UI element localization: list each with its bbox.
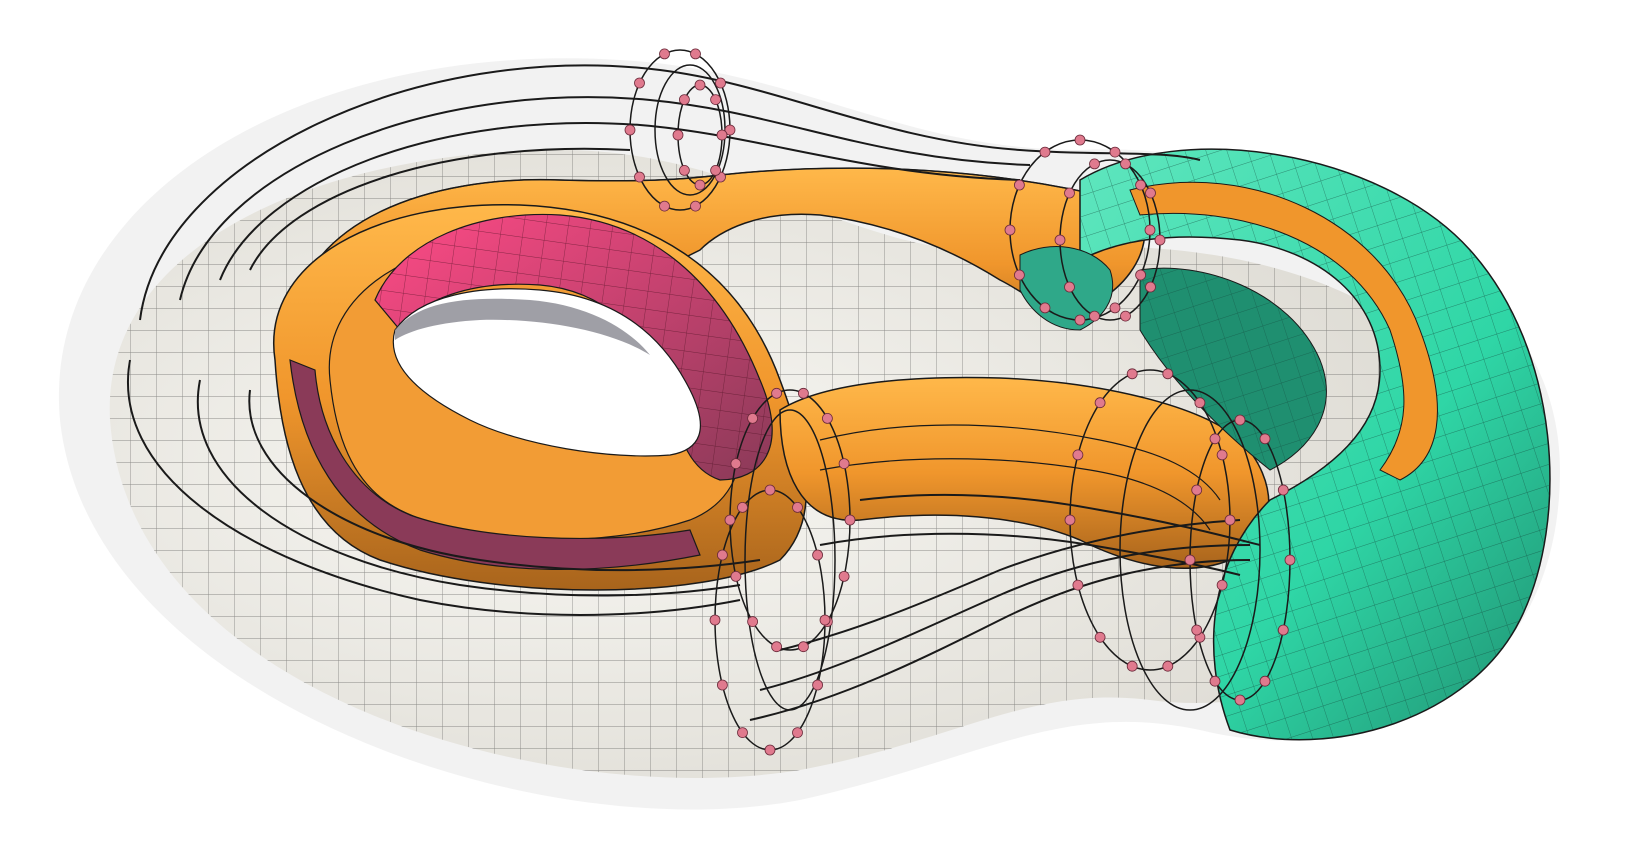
vertex-node — [1277, 484, 1289, 496]
vertex-node — [771, 641, 782, 653]
vertex-node — [679, 164, 690, 176]
vertex-node — [792, 501, 803, 513]
vertex-node — [716, 129, 728, 141]
vertex-node — [717, 679, 728, 691]
vertex-node — [737, 727, 748, 738]
vertex-node — [1154, 234, 1166, 246]
vertex-node — [690, 200, 701, 212]
vertex-node — [1064, 281, 1075, 293]
vertex-node — [1072, 449, 1084, 461]
vertex-node — [1120, 310, 1131, 322]
vertex-node — [1145, 187, 1156, 199]
vertex-node — [1094, 631, 1106, 643]
vertex-node — [659, 48, 670, 60]
vertex-node — [1209, 433, 1221, 445]
vertex-node — [634, 77, 645, 89]
vertex-node — [724, 124, 736, 136]
vertex-node — [730, 571, 742, 582]
vertex-node — [812, 679, 823, 691]
vertex-node — [1162, 368, 1174, 380]
vertex-node — [1014, 269, 1025, 281]
vertex-node — [798, 387, 809, 399]
vertex-node — [1064, 514, 1076, 526]
vertex-node — [737, 501, 748, 513]
vertex-node — [1162, 660, 1174, 672]
vertex-node — [1234, 694, 1246, 706]
vertex-node — [747, 412, 758, 424]
vertex-node — [1074, 314, 1086, 326]
vertex-node — [764, 744, 776, 756]
vertex-node — [694, 179, 706, 191]
vertex-node — [709, 614, 721, 626]
ring-hole — [392, 288, 701, 457]
vertex-node — [724, 514, 736, 526]
vertex-node — [659, 200, 670, 212]
vertex-node — [822, 412, 833, 424]
vertex-node — [730, 458, 742, 470]
vertex-node — [710, 164, 721, 176]
vertex-node — [717, 549, 728, 561]
vertex-node — [1284, 554, 1296, 566]
vertex-node — [844, 514, 856, 526]
vertex-node — [1089, 310, 1100, 322]
ring-hole-inner-wall — [395, 298, 650, 355]
magenta-tube — [289, 213, 773, 571]
vertex-node — [1126, 660, 1138, 672]
vertex-node — [1074, 134, 1086, 146]
vertex-node — [1014, 179, 1025, 191]
vertex-node — [1109, 146, 1121, 158]
vertex-node — [1135, 179, 1146, 191]
vertex-node — [634, 171, 645, 183]
vertex-node — [798, 641, 809, 653]
vertex-node — [715, 77, 726, 89]
vertex-node — [1191, 624, 1203, 636]
vertex-node — [1144, 224, 1156, 236]
vertex-node — [690, 48, 701, 60]
vertex-node — [1120, 158, 1131, 170]
vertex-node — [1072, 579, 1084, 591]
vertex-node — [1216, 579, 1228, 591]
vertex-node — [1126, 368, 1138, 380]
vertex-node — [710, 94, 721, 105]
vertex-node — [812, 549, 823, 561]
teal-tube — [1019, 148, 1551, 741]
vertex-node — [747, 616, 758, 627]
vertex-node — [1216, 449, 1228, 461]
vertex-node — [819, 614, 831, 626]
vertex-node — [672, 129, 684, 141]
vertex-node — [1194, 397, 1206, 409]
vertex-node — [1039, 146, 1051, 158]
vertex-node — [1094, 397, 1106, 409]
vertex-node — [1259, 433, 1271, 445]
vertex-nodes — [624, 48, 1296, 756]
vertex-node — [838, 458, 850, 470]
vertex-node — [1277, 624, 1289, 636]
vertex-node — [1145, 281, 1156, 293]
vertex-node — [694, 79, 706, 91]
vertex-node — [1209, 675, 1221, 687]
vertex-node — [771, 387, 782, 399]
vertex-node — [1054, 234, 1066, 246]
vertex-node — [764, 484, 776, 496]
vertex-node — [1234, 414, 1246, 426]
vertex-node — [1135, 269, 1146, 281]
vertex-node — [624, 124, 636, 136]
vertex-node — [1191, 484, 1203, 496]
vertex-node — [679, 94, 690, 105]
vertex-node — [1259, 675, 1271, 687]
vertex-node — [792, 727, 803, 738]
vertex-node — [1004, 224, 1016, 236]
vertex-node — [1064, 187, 1075, 199]
vertex-node — [1184, 554, 1196, 566]
vertex-node — [1224, 514, 1236, 526]
vertex-node — [1109, 302, 1121, 314]
vertex-node — [838, 571, 850, 582]
vertex-node — [1039, 302, 1051, 314]
vertex-node — [1089, 158, 1100, 170]
